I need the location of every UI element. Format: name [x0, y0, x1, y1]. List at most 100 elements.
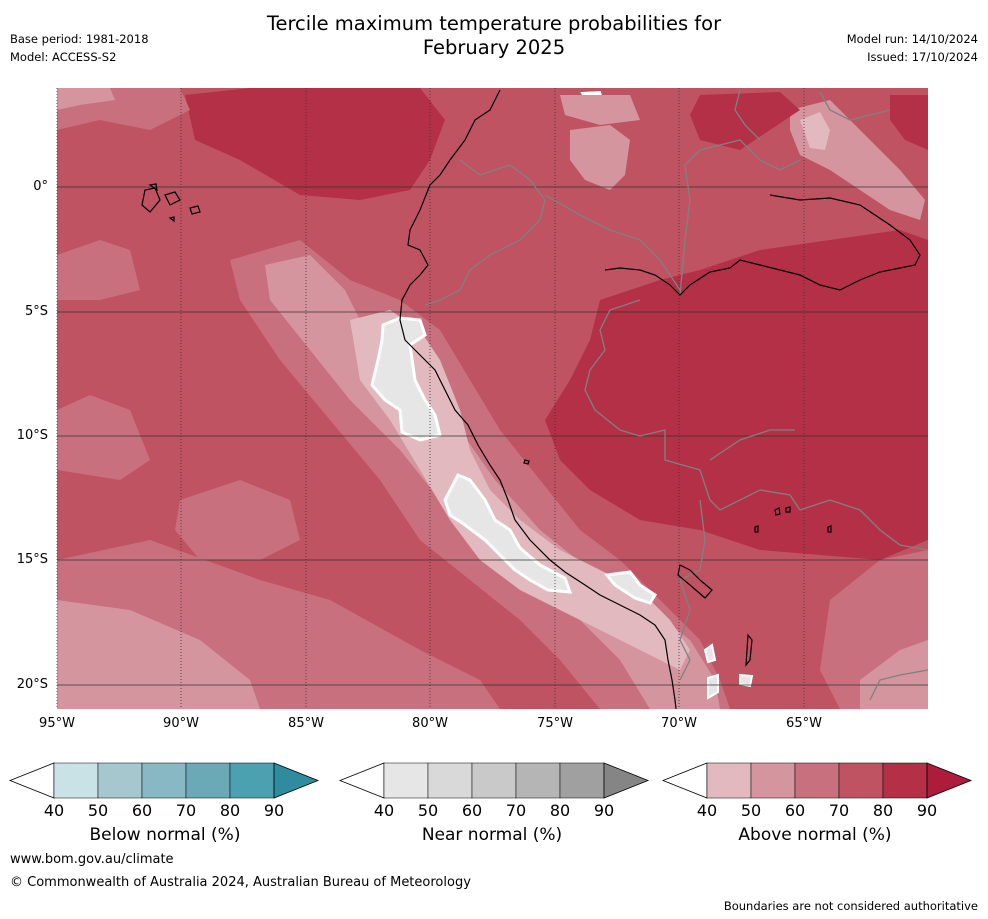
- colorbar-near-tick-label: 80: [550, 801, 570, 820]
- colorbar-above-segment: [794, 762, 840, 799]
- field-above-40-50-coastal: [350, 310, 690, 670]
- field-near-40-50-patch2: [443, 473, 573, 594]
- field-above-80-90-north: [185, 88, 445, 200]
- border-venezuela-north: [734, 89, 761, 141]
- border-guyana: [819, 91, 891, 121]
- colorbar-near-tick-label: 40: [374, 801, 394, 820]
- colorbar-above-segment: [882, 762, 928, 799]
- colorbar-below-segment: [229, 762, 275, 799]
- colorbar-above-tick-label: 80: [873, 801, 893, 820]
- small-lakes: [523, 459, 832, 533]
- colorbar-above-segment: [750, 762, 796, 799]
- meta-left: Base period: 1981-2018 Model: ACCESS-S2: [10, 30, 149, 66]
- border-bolivia-brazil-east: [799, 499, 928, 551]
- colorbar-above: 40 50 60 70 80 90: [661, 762, 973, 820]
- model-run-date: Model run: 14/10/2024: [846, 32, 978, 46]
- border-bolivia-north: [709, 429, 795, 461]
- model-name: Model: ACCESS-S2: [10, 50, 117, 64]
- galapagos-islands: [141, 183, 201, 223]
- field-above-50-60-n1: [570, 125, 630, 190]
- base-period: Base period: 1981-2018: [10, 32, 149, 46]
- field-above-80-90-ne: [890, 95, 928, 150]
- colorbar-below-tick-label: 70: [176, 801, 196, 820]
- country-borders: [424, 89, 928, 701]
- colorbar-near-tick-label: 60: [462, 801, 482, 820]
- lon-label-65w: 65°W: [786, 716, 822, 731]
- map-fields: [57, 88, 928, 709]
- field-above-80-90-amazon: [545, 230, 928, 560]
- lat-label-20s: 20°S: [16, 677, 48, 692]
- border-peru-brazil-bolivia: [584, 299, 801, 511]
- lat-label-0: 0°: [33, 179, 48, 194]
- title-line-2: February 2025: [422, 36, 566, 59]
- lon-label-75w: 75°W: [537, 716, 573, 731]
- field-above-50-60-n2: [560, 95, 640, 125]
- colorbar-near-segment: [383, 762, 429, 799]
- field-above-40-50-ne: [800, 112, 830, 150]
- field-above-60-70-west: [57, 240, 140, 300]
- colorbars: 40 50 60 70 80 90 40 50 60 70 80 90 40 50 60 70 80 90: [8, 762, 973, 820]
- website-link[interactable]: www.bom.gov.au/climate: [10, 852, 174, 867]
- field-near-40-50-patch3: [604, 570, 658, 605]
- lake-titicaca: [677, 564, 713, 599]
- lat-label-10s: 10°S: [16, 428, 48, 443]
- meta-right: Model run: 14/10/2024 Issued: 17/10/2024: [847, 30, 978, 66]
- colorbar-below-tick-label: 80: [220, 801, 240, 820]
- colorbar-title-above: Above normal (%): [738, 825, 892, 845]
- colorbar-above-segment: [706, 762, 752, 799]
- colorbar-above-min-extension: [661, 762, 708, 799]
- colorbar-near-max-extension: [603, 762, 650, 799]
- colorbar-above-tick-label: 60: [785, 801, 805, 820]
- border-colombia-brazil: [544, 194, 681, 291]
- field-above-50-60-se: [860, 640, 928, 709]
- border-peru-bolivia-chile: [679, 499, 706, 681]
- colorbar-above-tick-label: 40: [697, 801, 717, 820]
- title-line-1: Tercile maximum temperature probabilitie…: [266, 12, 722, 35]
- colorbar-near-segment: [559, 762, 605, 799]
- lon-label-85w: 85°W: [288, 716, 324, 731]
- colorbar-below-min-extension: [8, 762, 55, 799]
- colorbar-below-segment: [53, 762, 99, 799]
- border-paraguay: [869, 669, 928, 701]
- lon-label-95w: 95°W: [39, 716, 75, 731]
- colorbar-below-segment: [97, 762, 143, 799]
- colorbar-near-tick-label: 90: [594, 801, 614, 820]
- amazon-river: [604, 194, 921, 296]
- colorbar-above-tick-label: 90: [917, 801, 937, 820]
- colorbar-below-segment: [141, 762, 187, 799]
- chart-title: Tercile maximum temperature probabilitie…: [0, 12, 988, 60]
- colorbar-above-max-extension: [926, 762, 973, 799]
- colorbar-below: 40 50 60 70 80 90: [8, 762, 320, 820]
- colorbar-below-tick-label: 90: [264, 801, 284, 820]
- lat-label-15s: 15°S: [16, 552, 48, 567]
- colorbar-below-tick-label: 60: [132, 801, 152, 820]
- issued-date: Issued: 17/10/2024: [867, 50, 978, 64]
- colorbar-below-tick-label: 40: [44, 801, 64, 820]
- colorbar-near-min-extension: [338, 762, 385, 799]
- field-near-40-50-patch1: [370, 316, 442, 442]
- coastline: [141, 89, 921, 709]
- field-above-50-60-south: [57, 600, 260, 709]
- coastline-pacific: [399, 89, 677, 709]
- colorbar-below-max-extension: [273, 762, 320, 799]
- colorbar-title-below: Below normal (%): [89, 825, 241, 845]
- colorbar-below-segment: [185, 762, 231, 799]
- colorbar-near-tick-label: 50: [418, 801, 438, 820]
- colorbar-near-tick-label: 70: [506, 801, 526, 820]
- lon-label-80w: 80°W: [412, 716, 448, 731]
- field-above-80-90-n3: [690, 92, 800, 150]
- border-colombia-ecuador-peru: [424, 159, 546, 306]
- colorbar-near: 40 50 60 70 80 90: [338, 762, 650, 820]
- lake-poopo: [745, 633, 753, 667]
- lon-label-70w: 70°W: [661, 716, 697, 731]
- colorbar-below-tick-label: 50: [88, 801, 108, 820]
- copyright-text: © Commonwealth of Australia 2024, Austra…: [10, 875, 471, 890]
- border-venezuela: [679, 139, 801, 296]
- colorbar-above-tick-label: 70: [829, 801, 849, 820]
- colorbar-near-segment: [515, 762, 561, 799]
- colorbar-above-segment: [838, 762, 884, 799]
- colorbar-near-segment: [471, 762, 517, 799]
- colorbar-near-segment: [427, 762, 473, 799]
- field-above-60-70-sw: [175, 480, 300, 560]
